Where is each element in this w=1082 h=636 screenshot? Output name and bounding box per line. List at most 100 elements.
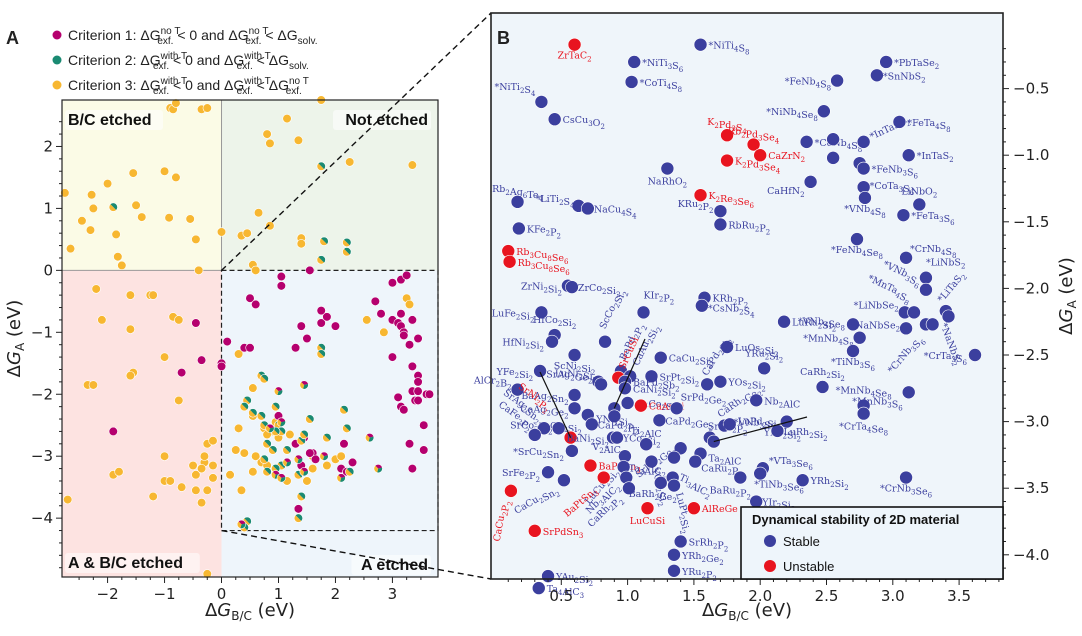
x-tick-label: 2 xyxy=(331,585,341,603)
data-point xyxy=(276,473,286,483)
data-point xyxy=(749,494,764,509)
data-point xyxy=(293,504,304,514)
point-label: *PbTaSe2 xyxy=(894,58,939,71)
data-point xyxy=(148,491,158,502)
data-point xyxy=(407,361,417,371)
data-point xyxy=(693,188,708,202)
data-point xyxy=(305,265,315,275)
data-point xyxy=(216,227,227,237)
data-point xyxy=(896,208,911,222)
data-point xyxy=(667,450,681,465)
data-point xyxy=(413,333,423,344)
data-point xyxy=(852,330,867,345)
data-point xyxy=(293,454,304,464)
data-point xyxy=(387,278,398,288)
data-point xyxy=(302,476,312,486)
point-label: LuCuSi xyxy=(630,516,665,527)
data-point xyxy=(296,491,306,502)
data-point xyxy=(251,451,261,461)
data-point xyxy=(551,421,566,436)
y-axis-label: ΔGA (eV) xyxy=(4,300,27,378)
y-tick-label: −1 xyxy=(31,323,53,341)
data-point xyxy=(316,255,326,265)
data-point xyxy=(216,361,227,371)
y-tick-label: −4 xyxy=(31,509,53,527)
panel-b-legend: Dynamical stability of 2D material Stabl… xyxy=(740,506,1004,580)
data-point xyxy=(222,336,232,347)
data-point xyxy=(208,473,218,483)
data-point xyxy=(700,377,714,392)
data-point xyxy=(239,402,249,412)
data-point xyxy=(282,113,292,124)
data-point xyxy=(234,423,244,433)
data-point xyxy=(653,350,668,365)
data-point xyxy=(319,451,329,461)
data-point xyxy=(191,485,201,495)
x-tick-label: −1 xyxy=(153,585,175,603)
data-point xyxy=(319,236,329,246)
x-tick-label: 2.5 xyxy=(815,587,839,605)
data-point xyxy=(830,73,844,88)
stable-marker-icon xyxy=(764,535,776,547)
data-point xyxy=(88,380,98,390)
x-axis-label: ΔGB/C (eV) xyxy=(205,600,295,623)
data-point xyxy=(512,221,526,236)
data-point xyxy=(687,501,701,515)
data-point xyxy=(159,352,170,362)
data-point xyxy=(339,405,349,415)
data-point xyxy=(673,534,688,549)
data-point xyxy=(537,421,551,436)
region-label: B/C etched xyxy=(68,112,152,129)
data-point xyxy=(376,309,386,319)
data-point xyxy=(88,203,98,214)
y-tick-label: −1.5 xyxy=(1013,213,1049,231)
data-point xyxy=(779,414,794,429)
point-label: V2AlC xyxy=(591,442,621,456)
data-point xyxy=(925,317,940,332)
data-point xyxy=(202,485,212,495)
data-point xyxy=(720,128,734,143)
legend-marker-icon xyxy=(52,55,62,65)
data-point xyxy=(402,270,412,280)
data-point xyxy=(396,309,406,319)
data-point xyxy=(125,290,135,300)
data-point xyxy=(899,250,913,265)
x-axis-label: ΔGB/C (eV) xyxy=(702,600,792,623)
data-point xyxy=(310,454,321,464)
data-point xyxy=(510,382,525,397)
point-label: SrPdSn3 xyxy=(543,527,584,540)
data-point xyxy=(347,457,358,467)
data-point xyxy=(177,367,187,378)
data-point xyxy=(720,340,734,354)
x-tick-label: 1.5 xyxy=(682,587,706,605)
data-point xyxy=(693,37,708,52)
data-point xyxy=(231,445,241,455)
point-label: *InTaS2 xyxy=(917,151,954,164)
data-point xyxy=(639,437,653,452)
point-label: *LiNbSe2 xyxy=(854,300,899,313)
panel-b-label: B xyxy=(497,28,510,48)
data-point xyxy=(276,417,286,427)
point-label: AlReGe xyxy=(701,504,738,515)
legend-b-title: Dynamical stability of 2D material xyxy=(752,512,959,527)
legend-b-unstable: Unstable xyxy=(783,559,834,574)
data-point xyxy=(97,315,107,325)
data-point xyxy=(850,232,864,246)
data-point xyxy=(345,467,355,477)
data-point xyxy=(296,321,306,331)
y-tick-label: −2.0 xyxy=(1013,279,1049,297)
x-tick-label: 0.5 xyxy=(549,587,573,605)
data-point xyxy=(879,55,893,69)
data-point xyxy=(196,498,207,508)
data-point xyxy=(296,239,306,249)
data-point xyxy=(137,212,147,222)
point-label: CaZrN2 xyxy=(768,151,805,164)
panel-a-label: A xyxy=(6,28,19,48)
data-point xyxy=(733,470,748,485)
data-point xyxy=(846,344,860,358)
leader-line xyxy=(539,371,572,438)
data-point xyxy=(191,470,201,480)
